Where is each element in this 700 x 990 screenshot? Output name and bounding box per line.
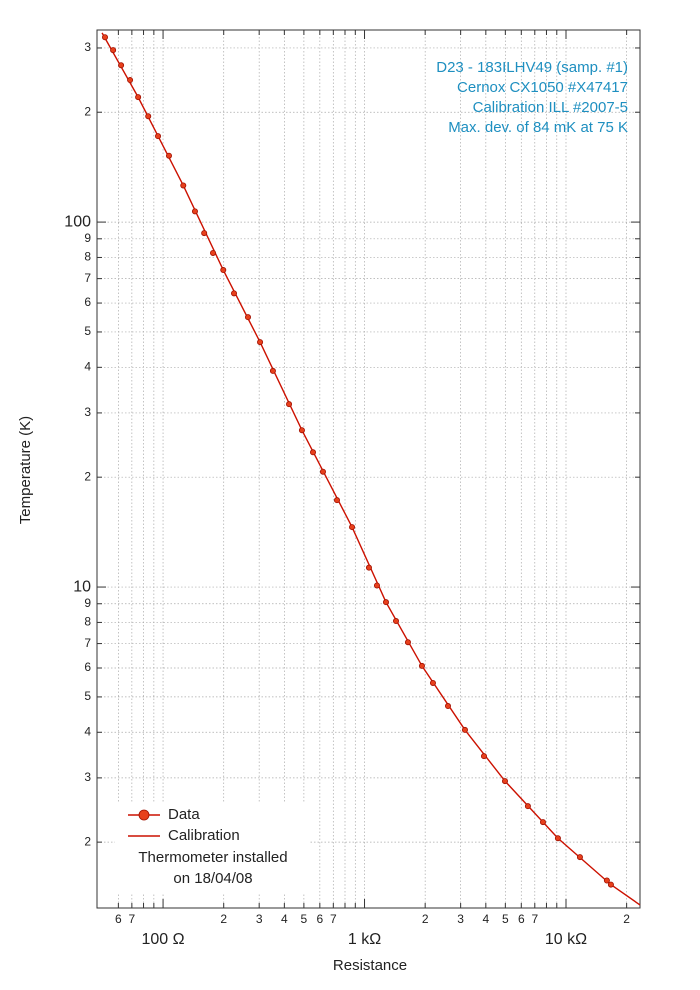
data-point	[210, 249, 217, 256]
data-point	[444, 703, 451, 710]
annotation: Max. dev. of 84 mK at 75 K	[448, 119, 628, 136]
data-point	[349, 524, 356, 531]
data-point	[165, 152, 172, 159]
data-point	[524, 803, 531, 810]
x-tick-label: 7	[129, 912, 136, 926]
y-tick-label: 10	[73, 578, 91, 595]
data-point	[429, 679, 436, 686]
data-point	[310, 449, 317, 456]
data-point	[191, 208, 198, 215]
x-tick-label: 4	[482, 912, 489, 926]
data-point	[607, 881, 614, 888]
y-tick-label: 2	[84, 834, 91, 848]
x-tick-label: 1 kΩ	[348, 931, 381, 948]
x-tick-label: 5	[502, 912, 509, 926]
data-point	[418, 662, 425, 669]
x-tick-label: 6	[518, 912, 525, 926]
data-point	[127, 77, 134, 84]
y-tick-label: 3	[84, 770, 91, 784]
x-tick-label: 100 Ω	[142, 931, 185, 948]
data-point	[286, 401, 293, 408]
y-tick-label: 5	[84, 689, 91, 703]
legend-label: Calibration	[168, 827, 240, 844]
y-tick-label: 4	[84, 359, 91, 373]
data-point	[603, 877, 610, 884]
annotation: Cernox CX1050 #X47417	[457, 79, 628, 96]
data-point	[155, 133, 162, 140]
data-point	[393, 618, 400, 625]
y-tick-label: 3	[84, 405, 91, 419]
y-tick-label: 100	[64, 213, 91, 230]
data-point	[298, 427, 305, 434]
x-tick-label: 6	[115, 912, 122, 926]
data-point	[201, 230, 208, 237]
data-point	[365, 564, 372, 571]
data-point	[269, 367, 276, 374]
data-point	[102, 34, 109, 41]
data-point	[576, 854, 583, 861]
y-tick-label: 6	[84, 295, 91, 309]
data-point	[501, 778, 508, 785]
data-point	[145, 113, 152, 120]
legend-swatch	[138, 809, 150, 821]
x-tick-label: 7	[330, 912, 337, 926]
x-tick-label: 3	[256, 912, 263, 926]
plot-frame	[96, 29, 641, 909]
data-point	[554, 835, 561, 842]
y-tick-label: 8	[84, 615, 91, 629]
y-tick-label: 6	[84, 660, 91, 674]
data-point	[373, 582, 380, 589]
data-point	[382, 599, 389, 606]
data-point	[257, 339, 264, 346]
x-axis-label: Resistance	[333, 957, 407, 974]
x-tick-label: 7	[531, 912, 538, 926]
x-tick-label: 4	[281, 912, 288, 926]
x-tick-label: 6	[316, 912, 323, 926]
calibration-line	[101, 32, 641, 906]
y-tick-label: 9	[84, 596, 91, 610]
x-tick-label: 2	[623, 912, 630, 926]
data-point	[244, 314, 251, 321]
y-tick-label: 4	[84, 724, 91, 738]
y-tick-label: 2	[84, 469, 91, 483]
annotation: D23 - 183ILHV49 (samp. #1)	[436, 59, 628, 76]
y-tick-label: 8	[84, 250, 91, 264]
y-tick-label: 2	[84, 104, 91, 118]
x-tick-label: 5	[301, 912, 308, 926]
data-point	[333, 497, 340, 504]
x-tick-label: 2	[422, 912, 429, 926]
x-tick-label: 10 kΩ	[545, 931, 587, 948]
data-point	[461, 726, 468, 733]
data-point	[118, 62, 125, 69]
data-point	[110, 47, 117, 54]
legend-label: Data	[168, 806, 200, 823]
y-tick-label: 3	[84, 40, 91, 54]
annotation: Calibration ILL #2007-5	[473, 99, 628, 116]
data-point	[180, 182, 187, 189]
y-tick-label: 7	[84, 636, 91, 650]
y-tick-label: 7	[84, 271, 91, 285]
y-tick-label: 9	[84, 231, 91, 245]
y-tick-label: 5	[84, 324, 91, 338]
data-point	[539, 819, 546, 826]
data-point	[319, 468, 326, 475]
data-point	[220, 267, 227, 274]
data-point	[404, 639, 411, 646]
data-point	[135, 94, 142, 101]
legend-note: on 18/04/08	[173, 870, 252, 887]
legend-note: Thermometer installed	[138, 849, 287, 866]
data-point	[480, 753, 487, 760]
y-axis-label: Temperature (K)	[17, 416, 34, 524]
x-tick-label: 3	[457, 912, 464, 926]
data-point	[231, 290, 238, 297]
x-tick-label: 2	[220, 912, 227, 926]
